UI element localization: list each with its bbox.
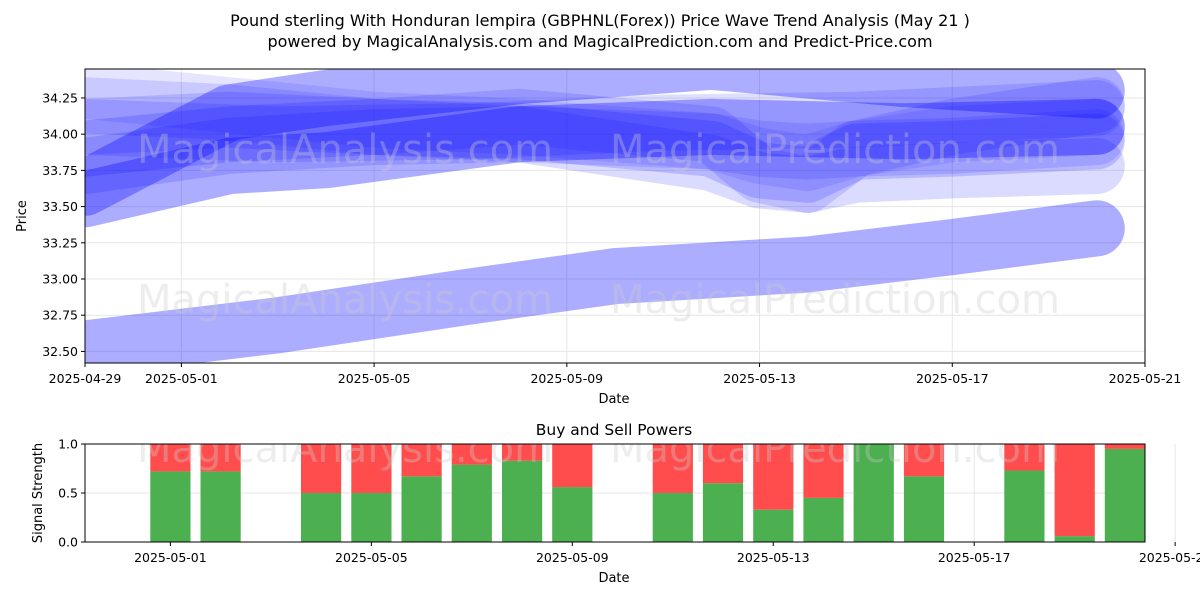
top-watermarks: MagicalAnalysis.com MagicalPrediction.co… — [137, 127, 1060, 323]
bottom-x-tick-label: 2025-05-17 — [938, 550, 1011, 565]
sell-bar — [1054, 444, 1095, 537]
top-x-axis-label: Date — [598, 392, 629, 407]
watermark-prediction-top: MagicalPrediction.com — [610, 127, 1060, 173]
buy-bar — [150, 471, 191, 542]
sell-bar — [652, 444, 693, 493]
wave-band — [85, 98, 1125, 228]
top-y-tick-label: 32.50 — [42, 344, 78, 359]
sell-bar — [903, 444, 945, 477]
sell-bar — [401, 444, 442, 477]
buy-bar — [401, 476, 442, 542]
sell-bar — [200, 444, 241, 472]
buy-sell-power-chart: Buy and Sell Powers MagicalAnalysis.com … — [31, 421, 1200, 586]
top-y-tick-label: 33.50 — [42, 199, 78, 214]
top-x-tick-label: 2025-04-29 — [49, 371, 122, 386]
sell-bar — [753, 444, 794, 510]
watermark-prediction-bottom: MagicalPrediction.com — [610, 426, 1060, 472]
watermark-analysis-mid: MagicalAnalysis.com — [137, 277, 553, 323]
buy-bar — [200, 471, 241, 542]
top-plot-frame — [84, 68, 1146, 364]
buy-bar — [301, 493, 342, 542]
bottom-y-axis: 0.0 0.5 1.0 — [58, 437, 85, 550]
sell-bar — [1104, 444, 1145, 449]
chart-title-line2: powered by MagicalAnalysis.com and Magic… — [267, 32, 932, 51]
watermark-prediction-mid: MagicalPrediction.com — [610, 277, 1060, 323]
sell-bar — [502, 444, 543, 461]
bottom-x-axis: 2025-05-01 2025-05-05 2025-05-09 2025-05-13… — [134, 542, 1200, 565]
buy-bar — [1004, 470, 1045, 542]
buy-bar — [702, 483, 744, 542]
sell-bar — [552, 444, 593, 488]
chart-title-line1: Pound sterling With Honduran lempira (GB… — [230, 11, 970, 30]
wave-band — [85, 200, 1125, 363]
wave-bands — [85, 69, 1125, 363]
top-x-tick-label: 2025-05-21 — [1109, 371, 1182, 386]
top-x-tick-label: 2025-05-01 — [145, 371, 218, 386]
top-x-axis: 2025-04-29 2025-05-01 2025-05-05 2025-05-09… — [49, 363, 1182, 386]
top-x-tick-label: 2025-05-05 — [338, 371, 411, 386]
watermark-analysis-top: MagicalAnalysis.com — [137, 127, 553, 173]
price-wave-chart: MagicalAnalysis.com MagicalPrediction.co… — [15, 68, 1182, 407]
top-y-tick-label: 34.25 — [42, 90, 78, 105]
wave-band — [85, 77, 1125, 213]
bottom-x-tick-label: 2025-05-13 — [737, 550, 810, 565]
sell-bar — [451, 444, 492, 465]
wave-band — [85, 80, 1125, 163]
top-y-tick-label: 34.00 — [42, 127, 78, 142]
bottom-x-tick-label: 2025-05-09 — [536, 550, 609, 565]
top-y-tick-label: 33.75 — [42, 163, 78, 178]
buy-bar — [903, 476, 945, 542]
sell-bar — [301, 444, 342, 493]
top-x-tick-label: 2025-05-17 — [916, 371, 989, 386]
buy-bar — [502, 460, 543, 542]
buy-sell-bars — [150, 444, 1145, 542]
buy-bar — [351, 493, 392, 542]
bottom-chart-title: Buy and Sell Powers — [536, 421, 693, 439]
bottom-y-tick-label: 0.0 — [58, 535, 78, 550]
wave-band — [85, 77, 1125, 180]
buy-bar — [451, 464, 492, 542]
top-x-tick-label: 2025-05-13 — [723, 371, 796, 386]
buy-bar — [803, 497, 844, 542]
top-y-tick-label: 33.00 — [42, 272, 78, 287]
bottom-y-tick-label: 1.0 — [58, 437, 78, 452]
bottom-x-tick-label: 2025-05-05 — [335, 550, 408, 565]
top-y-tick-label: 33.25 — [42, 235, 78, 250]
top-y-axis: 32.50 32.75 33.00 33.25 33.50 33.75 34.00 34.25 — [42, 90, 85, 359]
bottom-y-axis-label: Signal Strength — [31, 443, 46, 543]
top-y-tick-label: 32.75 — [42, 308, 78, 323]
wave-band — [85, 69, 1125, 192]
bottom-x-axis-label: Date — [598, 571, 629, 586]
sell-bar — [1004, 444, 1045, 471]
top-x-tick-label: 2025-05-09 — [530, 371, 603, 386]
buy-bar — [652, 493, 693, 542]
buy-bar — [853, 444, 894, 542]
sell-bar — [150, 444, 191, 472]
bottom-x-tick-label: 2025-05-01 — [134, 550, 207, 565]
bottom-y-tick-label: 0.5 — [58, 486, 78, 501]
watermark-analysis-bottom: MagicalAnalysis.com — [137, 426, 553, 472]
sell-bar — [702, 444, 744, 484]
buy-bar — [1104, 448, 1145, 542]
wave-band — [85, 106, 1125, 213]
sell-bar — [351, 444, 392, 493]
bottom-watermarks: MagicalAnalysis.com MagicalPrediction.co… — [137, 426, 1060, 472]
bottom-x-tick-label: 2025-05-21 — [1139, 550, 1200, 565]
wave-band — [85, 69, 1125, 216]
buy-bar — [753, 509, 794, 542]
buy-bar — [1054, 536, 1095, 542]
top-y-axis-label: Price — [15, 200, 30, 232]
wave-band — [85, 98, 1125, 203]
sell-bar — [803, 444, 844, 498]
buy-bar — [552, 487, 593, 542]
